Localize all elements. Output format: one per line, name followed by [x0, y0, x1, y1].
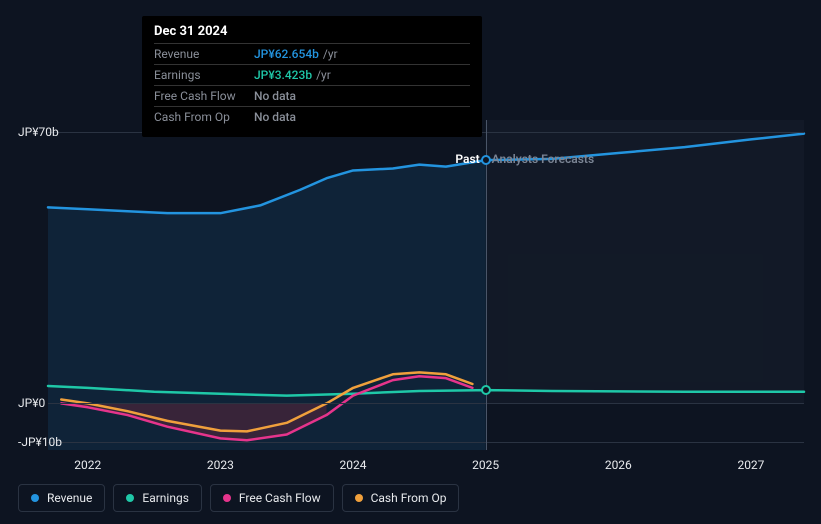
legend-dot-icon — [355, 494, 363, 502]
legend-item-earnings[interactable]: Earnings — [113, 484, 202, 512]
financials-chart: Past Analysts Forecasts JP¥70b JP¥0 -JP¥10b… — [18, 120, 804, 450]
x-axis-label: 2023 — [207, 458, 234, 472]
legend-dot-icon — [223, 494, 231, 502]
tooltip-row: RevenueJP¥62.654b/yr — [154, 43, 470, 64]
tooltip-date: Dec 31 2024 — [154, 24, 470, 43]
legend-label: Revenue — [47, 491, 92, 505]
chart-tooltip: Dec 31 2024 RevenueJP¥62.654b/yrEarnings… — [142, 16, 482, 137]
x-axis-label: 2027 — [737, 458, 764, 472]
y-axis-label: JP¥70b — [18, 125, 59, 139]
gridline — [48, 403, 804, 404]
tooltip-row: Free Cash FlowNo data — [154, 85, 470, 106]
tooltip-row-value: JP¥62.654b — [254, 47, 319, 61]
marker-earnings — [481, 385, 491, 395]
legend-item-cfo[interactable]: Cash From Op — [342, 484, 460, 512]
tooltip-row-value: No data — [254, 110, 296, 124]
legend-item-fcf[interactable]: Free Cash Flow — [210, 484, 334, 512]
forecast-label: Analysts Forecasts — [492, 152, 594, 166]
tooltip-row-value: JP¥3.423b — [254, 68, 312, 82]
legend-label: Cash From Op — [371, 491, 447, 505]
hover-vertical-line — [486, 120, 487, 450]
legend-dot-icon — [31, 494, 39, 502]
marker-revenue — [481, 155, 491, 165]
y-axis-label: -JP¥10b — [18, 435, 62, 449]
x-axis-label: 2022 — [74, 458, 101, 472]
tooltip-row: Cash From OpNo data — [154, 106, 470, 127]
legend-label: Earnings — [142, 491, 189, 505]
tooltip-row-suffix: /yr — [323, 47, 338, 61]
tooltip-row-label: Earnings — [154, 68, 254, 82]
tooltip-row-label: Cash From Op — [154, 110, 254, 124]
x-axis-label: 2025 — [472, 458, 499, 472]
legend-dot-icon — [126, 494, 134, 502]
tooltip-row-label: Revenue — [154, 47, 254, 61]
legend-label: Free Cash Flow — [239, 491, 321, 505]
tooltip-row-label: Free Cash Flow — [154, 89, 254, 103]
legend-item-revenue[interactable]: Revenue — [18, 484, 105, 512]
chart-plot-area[interactable]: Past Analysts Forecasts — [48, 120, 804, 450]
past-label: Past — [455, 152, 479, 166]
x-axis-label: 2026 — [605, 458, 632, 472]
gridline — [48, 442, 804, 443]
tooltip-row-value: No data — [254, 89, 296, 103]
x-axis-label: 2024 — [340, 458, 367, 472]
tooltip-row: EarningsJP¥3.423b/yr — [154, 64, 470, 85]
chart-legend: Revenue Earnings Free Cash Flow Cash From O… — [18, 484, 459, 512]
tooltip-row-suffix: /yr — [316, 68, 331, 82]
y-axis-label: JP¥0 — [18, 396, 45, 410]
